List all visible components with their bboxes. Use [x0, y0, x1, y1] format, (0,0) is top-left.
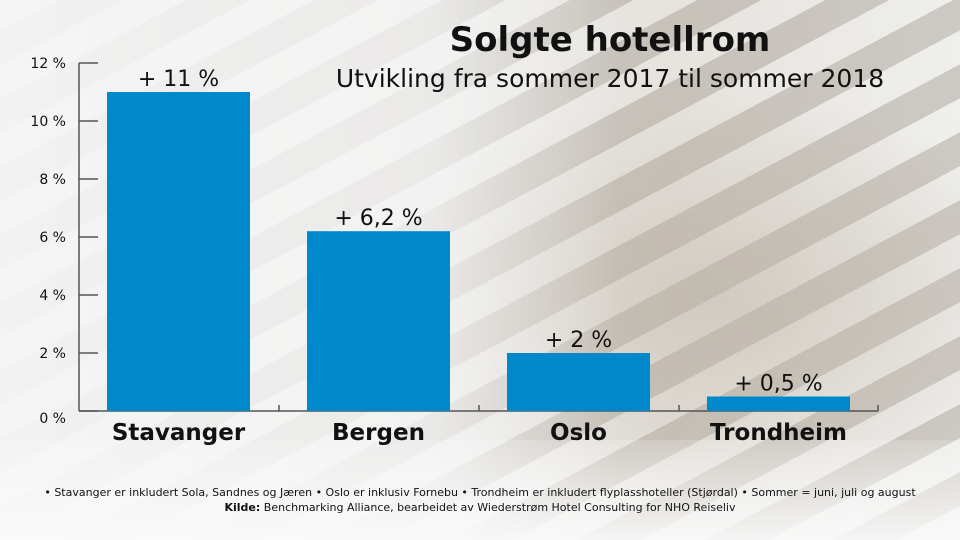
chart-title: Solgte hotellrom — [449, 20, 771, 60]
data-label: + 2 % — [545, 328, 612, 353]
background-overlay-bottom — [0, 440, 960, 540]
bar-stavanger — [107, 92, 250, 411]
footnote: • Stavanger er inkludert Sola, Sandnes o… — [44, 486, 916, 499]
category-label: Trondheim — [710, 420, 847, 446]
y-tick-label: 4 % — [39, 288, 66, 304]
y-tick-label: 6 % — [39, 230, 66, 246]
y-tick-label: 10 % — [30, 114, 66, 130]
chart-subtitle: Utvikling fra sommer 2017 til sommer 201… — [335, 64, 885, 93]
source-text: Benchmarking Alliance, bearbeidet av Wie… — [260, 501, 736, 514]
category-label: Bergen — [332, 420, 425, 446]
y-tick-label: 2 % — [39, 346, 66, 362]
y-tick-label: 8 % — [39, 172, 66, 188]
category-label: Oslo — [550, 420, 607, 446]
category-label: Stavanger — [112, 420, 246, 446]
data-label: + 11 % — [138, 67, 219, 92]
source-line: Kilde: Benchmarking Alliance, bearbeidet… — [0, 501, 960, 514]
bar-oslo — [507, 353, 650, 411]
source-label: Kilde: — [224, 501, 261, 514]
data-label: + 6,2 % — [334, 206, 422, 231]
y-tick-label: 0 % — [39, 411, 66, 427]
bar-bergen — [307, 231, 450, 411]
y-tick-label: 12 % — [30, 56, 66, 72]
bar-trondheim — [707, 396, 850, 411]
data-label: + 0,5 % — [734, 372, 822, 397]
